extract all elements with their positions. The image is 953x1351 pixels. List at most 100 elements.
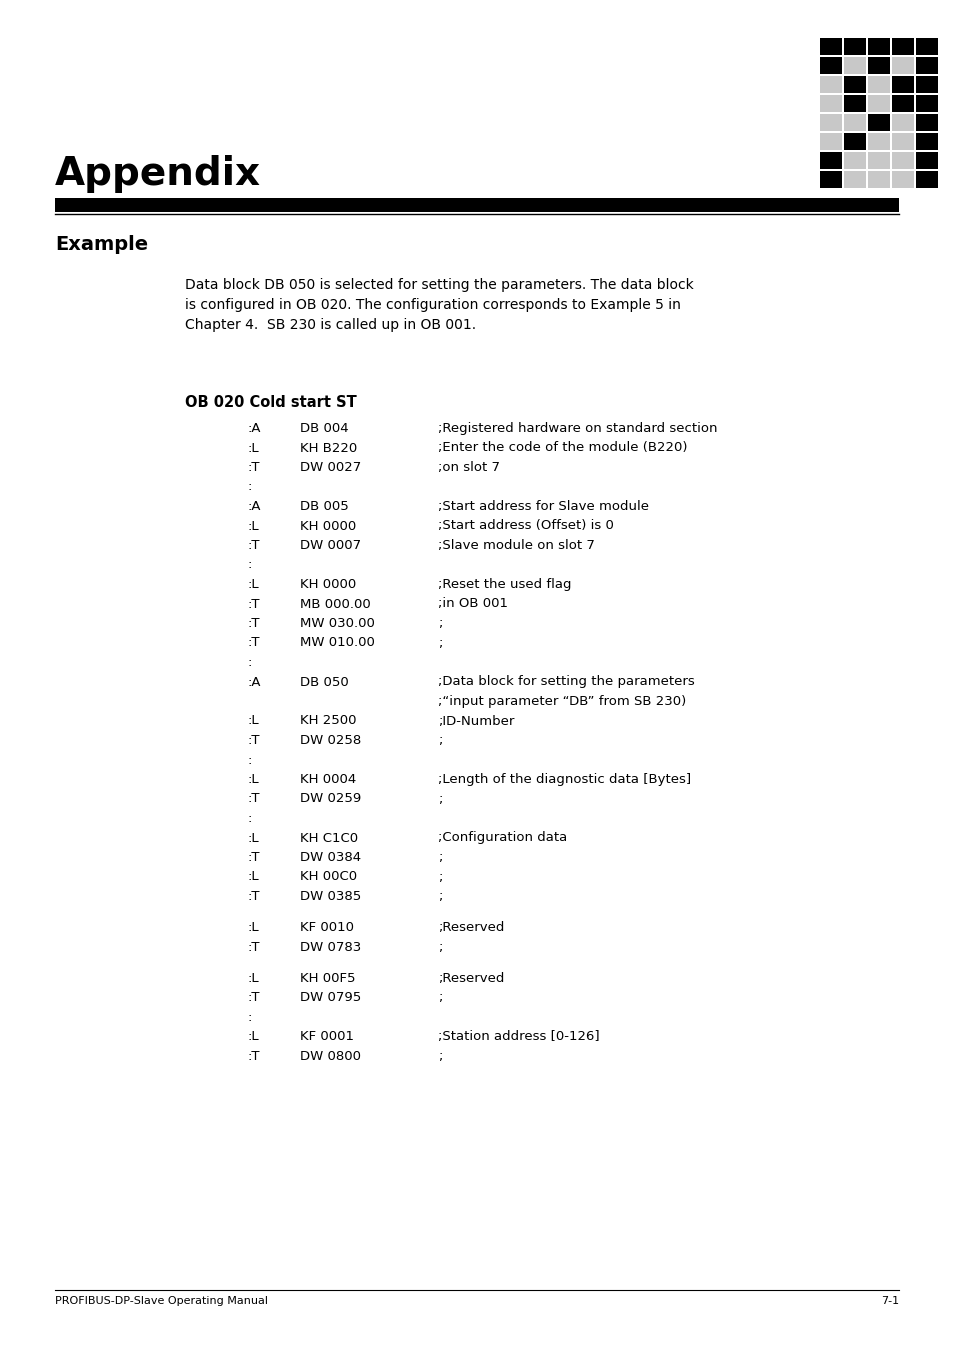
Bar	[820, 38, 841, 55]
Text: :: :	[248, 1011, 253, 1024]
Text: :L: :L	[248, 442, 259, 454]
Bar	[891, 57, 913, 74]
Text: :L: :L	[248, 971, 259, 985]
Bar	[867, 132, 889, 150]
Text: Appendix: Appendix	[55, 155, 261, 193]
Text: KH 00C0: KH 00C0	[299, 870, 356, 884]
Text: :T: :T	[248, 636, 260, 650]
Text: ;Enter the code of the module (B220): ;Enter the code of the module (B220)	[437, 442, 687, 454]
Bar	[867, 95, 889, 112]
Text: DB 004: DB 004	[299, 422, 348, 435]
Text: ;: ;	[437, 870, 442, 884]
Bar	[891, 132, 913, 150]
Text: Data block DB 050 is selected for setting the parameters. The data block
is conf: Data block DB 050 is selected for settin…	[185, 278, 693, 332]
Text: ;Reset the used flag: ;Reset the used flag	[437, 578, 571, 590]
Text: :T: :T	[248, 617, 260, 630]
Text: :L: :L	[248, 1031, 259, 1043]
Bar	[915, 132, 937, 150]
Bar	[891, 113, 913, 131]
Text: DB 050: DB 050	[299, 676, 349, 689]
Text: DW 0384: DW 0384	[299, 851, 361, 865]
Text: ;“input parameter “DB” from SB 230): ;“input parameter “DB” from SB 230)	[437, 694, 685, 708]
Text: ;: ;	[437, 992, 442, 1004]
Text: :T: :T	[248, 851, 260, 865]
Bar	[843, 95, 865, 112]
Text: ;Length of the diagnostic data [Bytes]: ;Length of the diagnostic data [Bytes]	[437, 773, 690, 786]
Text: DB 005: DB 005	[299, 500, 349, 513]
Bar	[843, 38, 865, 55]
Text: DW 0259: DW 0259	[299, 793, 361, 805]
Text: :A: :A	[248, 676, 261, 689]
Bar	[867, 172, 889, 188]
Text: ;: ;	[437, 636, 442, 650]
Text: :L: :L	[248, 921, 259, 934]
Text: DW 0783: DW 0783	[299, 940, 361, 954]
Text: ;Start address for Slave module: ;Start address for Slave module	[437, 500, 648, 513]
Bar	[867, 38, 889, 55]
Bar	[820, 113, 841, 131]
Bar	[820, 132, 841, 150]
Text: DW 0385: DW 0385	[299, 890, 361, 902]
Text: :T: :T	[248, 940, 260, 954]
Text: ;Reserved: ;Reserved	[437, 921, 504, 934]
Text: KH 2500: KH 2500	[299, 715, 356, 727]
Text: KF 0010: KF 0010	[299, 921, 354, 934]
Bar	[891, 153, 913, 169]
Bar	[915, 38, 937, 55]
Text: MW 010.00: MW 010.00	[299, 636, 375, 650]
Bar	[891, 95, 913, 112]
Text: KH 00F5: KH 00F5	[299, 971, 355, 985]
Bar	[843, 172, 865, 188]
Text: :T: :T	[248, 539, 260, 553]
Text: :: :	[248, 754, 253, 766]
Text: :T: :T	[248, 992, 260, 1004]
Bar	[915, 76, 937, 93]
Bar	[915, 113, 937, 131]
Text: ;Data block for setting the parameters: ;Data block for setting the parameters	[437, 676, 694, 689]
Text: ;in OB 001: ;in OB 001	[437, 597, 507, 611]
Text: :T: :T	[248, 793, 260, 805]
Text: Example: Example	[55, 235, 148, 254]
Text: :L: :L	[248, 773, 259, 786]
Text: :T: :T	[248, 461, 260, 474]
Text: ;Registered hardware on standard section: ;Registered hardware on standard section	[437, 422, 717, 435]
Text: DW 0800: DW 0800	[299, 1050, 360, 1063]
Text: DW 0795: DW 0795	[299, 992, 361, 1004]
Text: ;: ;	[437, 851, 442, 865]
Text: :: :	[248, 812, 253, 825]
Bar	[867, 76, 889, 93]
Bar	[891, 38, 913, 55]
Bar	[891, 76, 913, 93]
Text: ;: ;	[437, 617, 442, 630]
Text: ;: ;	[437, 793, 442, 805]
Text: KH 0000: KH 0000	[299, 578, 355, 590]
Text: ;: ;	[437, 1050, 442, 1063]
Text: ;Reserved: ;Reserved	[437, 971, 504, 985]
Text: :: :	[248, 657, 253, 669]
Bar	[843, 132, 865, 150]
Bar	[867, 113, 889, 131]
Text: :T: :T	[248, 890, 260, 902]
Text: ;Slave module on slot 7: ;Slave module on slot 7	[437, 539, 595, 553]
Text: PROFIBUS-DP-Slave Operating Manual: PROFIBUS-DP-Slave Operating Manual	[55, 1296, 268, 1306]
Bar	[820, 153, 841, 169]
Text: :T: :T	[248, 1050, 260, 1063]
Text: :L: :L	[248, 715, 259, 727]
Bar	[843, 113, 865, 131]
Text: :L: :L	[248, 870, 259, 884]
Text: ;: ;	[437, 890, 442, 902]
Bar	[867, 57, 889, 74]
Text: DW 0007: DW 0007	[299, 539, 361, 553]
Text: OB 020 Cold start ST: OB 020 Cold start ST	[185, 394, 356, 409]
Text: ;: ;	[437, 940, 442, 954]
Bar	[820, 57, 841, 74]
Bar	[867, 153, 889, 169]
Bar	[843, 153, 865, 169]
Text: :L: :L	[248, 520, 259, 532]
Text: ;Station address [0-126]: ;Station address [0-126]	[437, 1031, 599, 1043]
Text: :A: :A	[248, 422, 261, 435]
Bar	[843, 57, 865, 74]
Text: :L: :L	[248, 578, 259, 590]
Bar	[843, 76, 865, 93]
Text: ;: ;	[437, 734, 442, 747]
